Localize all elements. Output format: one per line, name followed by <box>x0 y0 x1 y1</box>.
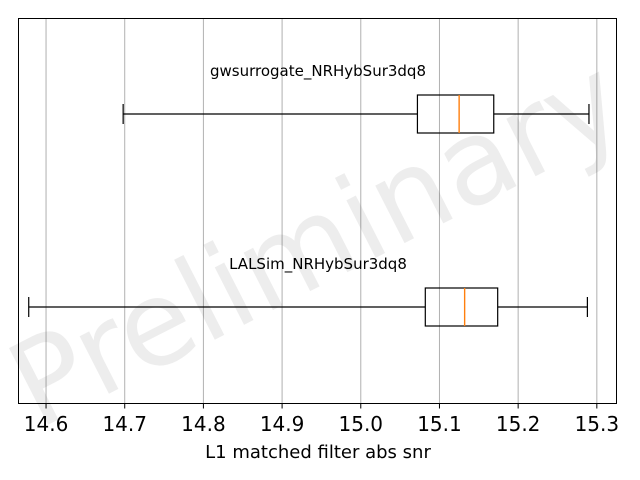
x-tick-label: 14.7 <box>102 412 147 436</box>
series-label: LALSim_NRHybSur3dq8 <box>229 255 407 274</box>
box-plot-group: LALSim_NRHybSur3dq8 <box>28 255 588 327</box>
tick-layer: 14.6 14.7 14.8 14.9 15.0 15.1 15.2 15.3 <box>24 403 620 436</box>
box-iqr <box>424 287 499 327</box>
watermark-text: Preliminary <box>0 29 640 454</box>
x-axis-label: L1 matched filter abs snr <box>205 442 431 463</box>
watermark-layer: Preliminary <box>0 29 640 454</box>
x-tick-label: 15.3 <box>575 412 620 436</box>
x-tick-label: 14.9 <box>260 412 305 436</box>
x-tick-label: 15.1 <box>417 412 462 436</box>
x-tick-label: 15.0 <box>339 412 384 436</box>
x-tick-label: 14.6 <box>24 412 69 436</box>
box-iqr <box>416 94 495 134</box>
box-layer: gwsurrogate_NRHybSur3dq8 LALSim_NRHybSur3… <box>28 62 590 327</box>
box-plot-group: gwsurrogate_NRHybSur3dq8 <box>122 62 590 134</box>
x-tick-label: 14.8 <box>181 412 226 436</box>
axes-frame <box>18 18 617 404</box>
x-tick-label: 15.2 <box>496 412 541 436</box>
series-label: gwsurrogate_NRHybSur3dq8 <box>210 62 426 81</box>
grid-layer <box>45 18 598 404</box>
